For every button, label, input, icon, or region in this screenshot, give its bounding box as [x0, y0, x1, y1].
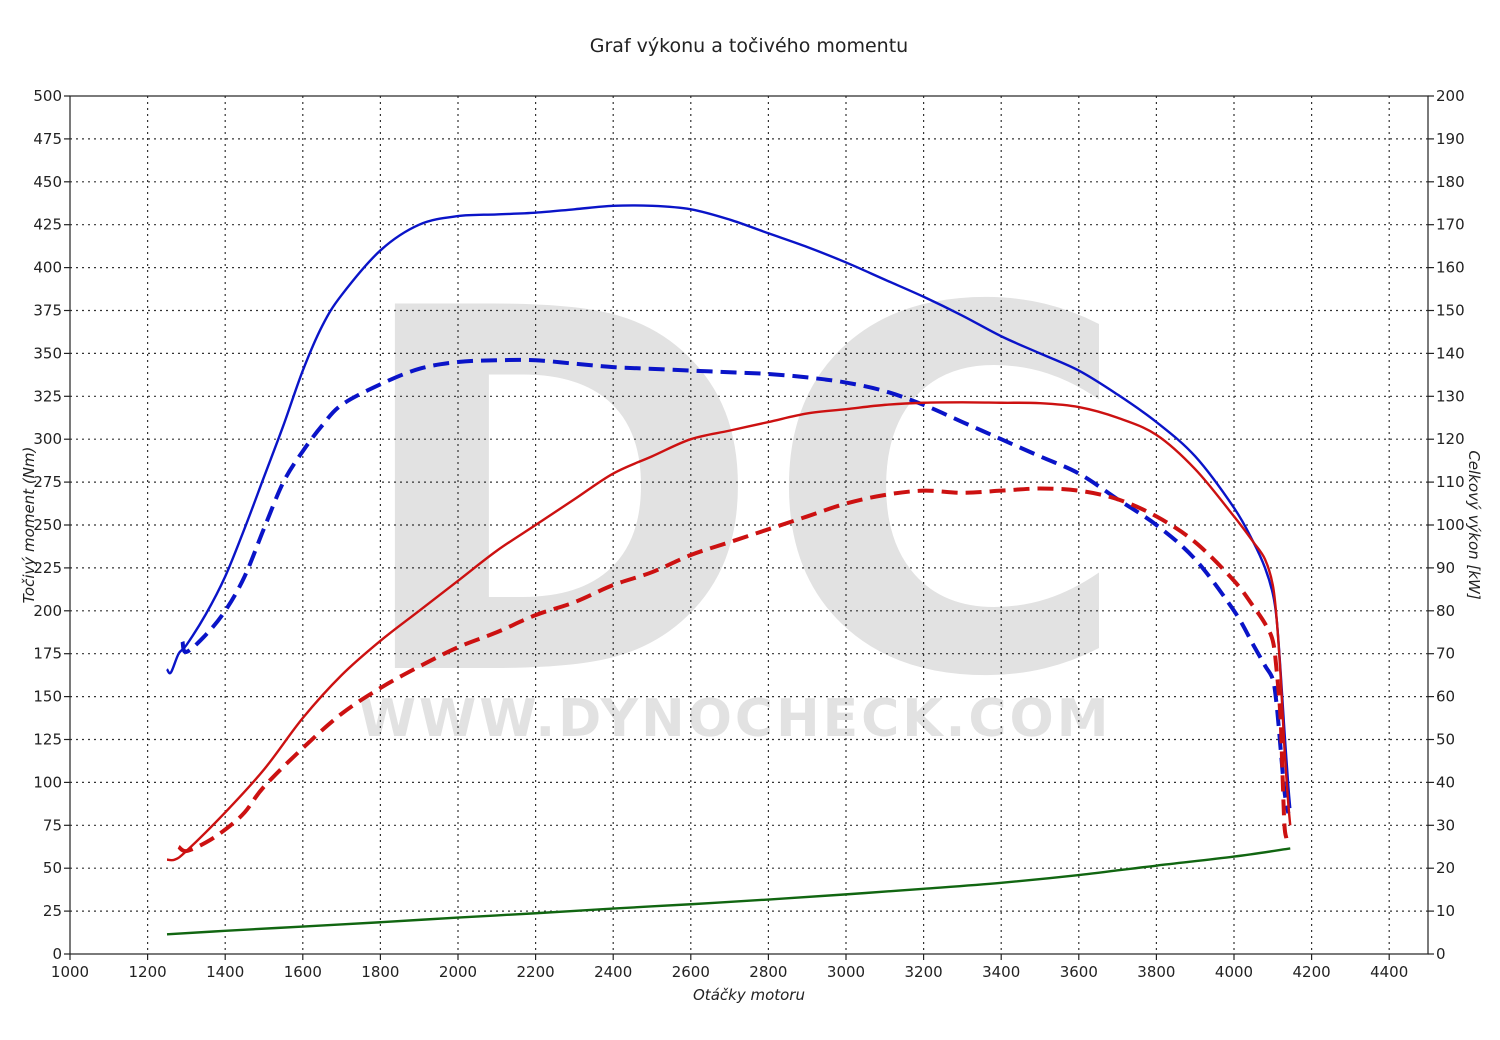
series-layer [165, 204, 1292, 936]
y-left-axis-ticks: 0 25 50 75 100 125 150 175 200 225 250 275 300 325 350… [33, 87, 70, 963]
y-left-tick-label: 300 [33, 430, 62, 448]
y-left-tick-label: 350 [33, 344, 62, 362]
y-right-tick-label: 160 [1436, 259, 1465, 277]
y-right-axis-ticks: 0 10 20 30 40 50 60 70 80 90 100 110 120 130 140 150 160… [1428, 87, 1465, 963]
x-tick-label: 1200 [129, 963, 167, 981]
y-left-tick-label: 175 [33, 645, 62, 663]
series-line-torque-stock [180, 357, 1291, 814]
y-right-tick-label: 90 [1436, 559, 1455, 577]
y-right-tick-label: 80 [1436, 602, 1455, 620]
y-left-tick-label: 75 [43, 816, 62, 834]
x-tick-label: 4200 [1293, 963, 1331, 981]
x-axis-ticks: 1000 1200 1400 1600 1800 2000 2200 2400 2600 2800… [51, 954, 1408, 981]
y-right-tick-label: 140 [1436, 344, 1465, 362]
y-right-tick-label: 110 [1436, 473, 1465, 491]
x-tick-label: 1600 [284, 963, 322, 981]
x-tick-label: 2000 [439, 963, 477, 981]
y-right-tick-label: 10 [1436, 902, 1455, 920]
x-tick-label: 3400 [982, 963, 1020, 981]
chart-title: Graf výkonu a točivého momentu [590, 35, 908, 57]
y-right-tick-label: 180 [1436, 173, 1465, 191]
y-left-tick-label: 375 [33, 302, 62, 320]
y-left-tick-label: 225 [33, 559, 62, 577]
x-tick-label: 2800 [749, 963, 787, 981]
watermark: DC WWW.DYNOCHECK.COM [349, 204, 1131, 786]
y-right-tick-label: 50 [1436, 731, 1455, 749]
y-left-tick-label: 450 [33, 173, 62, 191]
x-axis-label: Otáčky motoru [693, 986, 805, 1004]
y-left-tick-label: 250 [33, 516, 62, 534]
x-tick-label: 3800 [1137, 963, 1175, 981]
y-left-axis-label: Točivý moment (Nm) [20, 447, 38, 604]
watermark-url: WWW.DYNOCHECK.COM [359, 689, 1112, 749]
y-right-tick-label: 60 [1436, 688, 1455, 706]
y-right-tick-label: 150 [1436, 302, 1465, 320]
y-left-tick-label: 500 [33, 87, 62, 105]
y-right-tick-label: 130 [1436, 387, 1465, 405]
y-right-tick-label: 40 [1436, 773, 1455, 791]
y-left-tick-label: 275 [33, 473, 62, 491]
x-tick-label: 2400 [594, 963, 632, 981]
y-left-tick-label: 25 [43, 902, 62, 920]
grid [70, 96, 1428, 954]
y-right-tick-label: 0 [1436, 945, 1446, 963]
x-tick-label: 4000 [1215, 963, 1253, 981]
y-right-tick-label: 120 [1436, 430, 1465, 448]
y-left-tick-label: 325 [33, 387, 62, 405]
x-tick-label: 2200 [517, 963, 555, 981]
y-right-tick-label: 20 [1436, 859, 1455, 877]
x-tick-label: 1400 [206, 963, 244, 981]
x-tick-label: 4400 [1370, 963, 1408, 981]
series-line-power-stock [177, 486, 1289, 854]
y-right-tick-label: 100 [1436, 516, 1465, 534]
x-tick-label: 1000 [51, 963, 89, 981]
y-left-tick-label: 475 [33, 130, 62, 148]
y-right-tick-label: 30 [1436, 816, 1455, 834]
y-left-tick-label: 200 [33, 602, 62, 620]
x-tick-label: 2600 [672, 963, 710, 981]
y-right-tick-label: 190 [1436, 130, 1465, 148]
y-left-tick-label: 400 [33, 259, 62, 277]
y-right-tick-label: 200 [1436, 87, 1465, 105]
x-tick-label: 3600 [1060, 963, 1098, 981]
y-right-tick-label: 170 [1436, 216, 1465, 234]
x-tick-label: 3000 [827, 963, 865, 981]
y-left-tick-label: 100 [33, 773, 62, 791]
y-left-tick-label: 50 [43, 859, 62, 877]
y-left-tick-label: 150 [33, 688, 62, 706]
y-right-axis-label: Celkový výkon [kW] [1465, 450, 1483, 600]
series-line-power-tuned [166, 401, 1292, 862]
series-line-loss-power [166, 847, 1291, 936]
x-tick-label: 3200 [905, 963, 943, 981]
y-left-tick-label: 125 [33, 731, 62, 749]
y-left-tick-label: 425 [33, 216, 62, 234]
x-tick-label: 1800 [361, 963, 399, 981]
y-left-tick-label: 0 [52, 945, 62, 963]
y-right-tick-label: 70 [1436, 645, 1455, 663]
